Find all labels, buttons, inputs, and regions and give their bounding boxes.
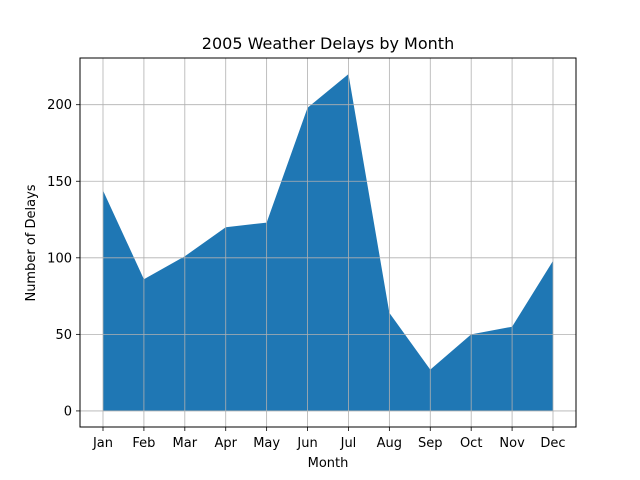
x-tick-label: Mar	[173, 436, 198, 451]
plot-frame	[79, 57, 577, 428]
x-tick-label: Dec	[540, 436, 565, 451]
x-tick-label: Nov	[499, 436, 525, 451]
chart-title: 2005 Weather Delays by Month	[202, 34, 454, 53]
y-tick-label: 150	[47, 175, 72, 190]
x-tick-label: Jan	[92, 436, 113, 451]
y-axis-ticks: 0 50 100 150 200	[47, 98, 80, 419]
x-tick-label: May	[253, 436, 280, 451]
area-series	[103, 74, 553, 411]
y-tick-label: 0	[64, 404, 72, 419]
x-tick-label: Sep	[418, 436, 443, 451]
x-tick-label: Apr	[214, 436, 237, 451]
x-tick-label: Feb	[132, 436, 155, 451]
y-tick-label: 200	[47, 98, 72, 113]
x-tick-label: Aug	[377, 436, 402, 451]
x-tick-label: Oct	[460, 436, 482, 451]
y-tick-label: 50	[55, 328, 72, 343]
x-tick-label: Jun	[296, 436, 317, 451]
y-tick-label: 100	[47, 251, 72, 266]
x-tick-label: Jul	[340, 436, 357, 451]
area-layer	[103, 74, 553, 411]
grid-lines	[80, 58, 576, 427]
y-axis-label: Number of Delays	[24, 184, 39, 301]
x-axis-ticks: Jan Feb Mar Apr May Jun Jul Aug Sep Oct Nov Dec	[92, 427, 566, 451]
x-axis-label: Month	[308, 456, 349, 471]
